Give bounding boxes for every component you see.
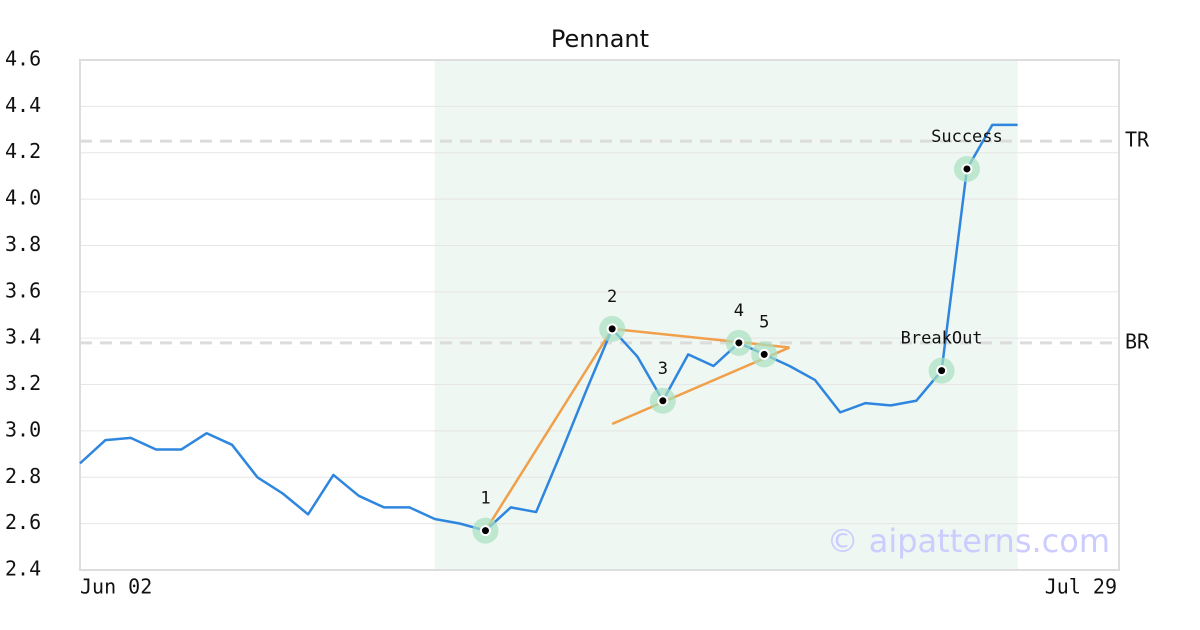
point-marker [606, 323, 618, 335]
highlight-region [434, 60, 1018, 570]
y-tick-label: 4.6 [5, 47, 41, 71]
y-tick-label: 2.8 [5, 464, 41, 488]
annotation-label: 3 [658, 359, 668, 379]
y-tick-label: 2.6 [5, 510, 41, 534]
annotation-label: 1 [480, 489, 490, 509]
plot-frame [79, 59, 1120, 571]
trend-line [484, 328, 614, 532]
y-tick-label: 2.4 [5, 557, 41, 581]
point-marker [733, 337, 745, 349]
point-marker [936, 365, 948, 377]
y-tick-label: 3.8 [5, 232, 41, 256]
y-tick-label: 4.2 [5, 139, 41, 163]
y-tick-label: 3.0 [5, 417, 41, 441]
y-tick-label: 3.6 [5, 278, 41, 302]
annotation-label: BreakOut [901, 329, 983, 349]
y-tick-label: 4.0 [5, 186, 41, 210]
point-marker [479, 525, 491, 537]
reference-label: BR [1125, 329, 1150, 353]
annotation-label: 2 [607, 287, 617, 307]
annotation-label: 5 [759, 312, 769, 332]
y-tick-label: 3.4 [5, 325, 41, 349]
point-marker [758, 348, 770, 360]
watermark: © aipatterns.com [827, 522, 1110, 560]
y-tick-label: 4.4 [5, 93, 41, 117]
reference-label: TR [1125, 128, 1150, 152]
annotation-label: Success [931, 127, 1003, 147]
point-marker [657, 395, 669, 407]
x-tick-label: Jun 02 [80, 575, 152, 599]
point-marker [961, 163, 973, 175]
y-tick-label: 3.2 [5, 371, 41, 395]
annotation-label: 4 [734, 301, 744, 321]
x-tick-label: Jul 29 [1045, 575, 1117, 599]
chart-title: Pennant [551, 25, 649, 53]
series-line [79, 123, 1018, 532]
